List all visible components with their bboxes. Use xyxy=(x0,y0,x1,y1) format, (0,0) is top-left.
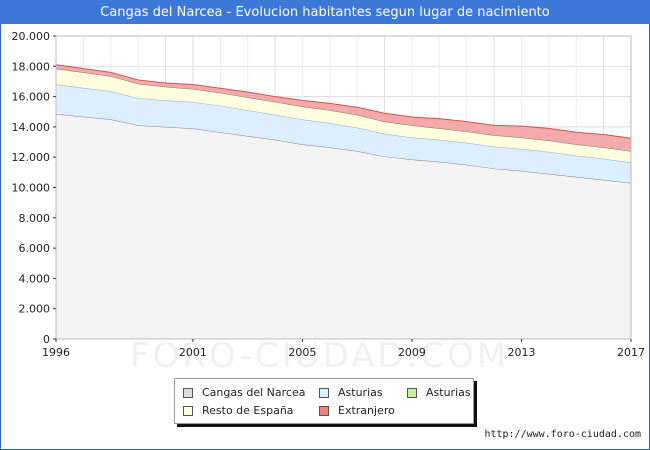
y-tick-label: 12.000 xyxy=(12,151,51,164)
y-tick-label: 20.000 xyxy=(12,30,51,43)
legend-label: Cangas del Narcea xyxy=(202,386,306,399)
x-tick-label: 2013 xyxy=(507,346,535,359)
series-line-4 xyxy=(55,64,632,139)
x-tick-label: 2005 xyxy=(288,346,316,359)
watermark: FORO-CIUDAD.COM xyxy=(130,336,510,376)
legend: Cangas del Narcea Asturias Asturias Rest… xyxy=(174,378,474,424)
y-tick-label: 16.000 xyxy=(12,91,51,104)
legend-label: Resto de España xyxy=(202,404,294,417)
y-tick-label: 10.000 xyxy=(12,182,51,195)
y-tick-label: 18.000 xyxy=(12,60,51,73)
legend-swatch xyxy=(319,405,329,416)
legend-label: Asturias xyxy=(338,386,383,399)
y-tick-label: 8.000 xyxy=(19,212,51,225)
series-area-1 xyxy=(56,84,631,183)
y-tick-label: 2.000 xyxy=(19,303,51,316)
legend-swatch xyxy=(183,405,193,416)
legend-swatch xyxy=(319,387,329,398)
legend-label: Asturias xyxy=(426,386,471,399)
legend-item-resto: Resto de España xyxy=(183,404,294,417)
x-tick-label: 1996 xyxy=(42,346,70,359)
legend-swatch xyxy=(407,387,417,398)
x-tick-label: 2009 xyxy=(398,346,426,359)
x-tick-label: 2017 xyxy=(617,346,645,359)
legend-item-cangas: Cangas del Narcea xyxy=(183,386,305,399)
legend-item-extranjero: Extranjero xyxy=(319,404,395,417)
chart-title: Cangas del Narcea - Evolucion habitantes… xyxy=(0,0,650,24)
y-tick-label: 4.000 xyxy=(19,272,51,285)
y-tick-label: 14.000 xyxy=(12,121,51,134)
x-tick-label: 2001 xyxy=(179,346,207,359)
series-area-0 xyxy=(56,114,631,340)
y-tick-label: 0 xyxy=(43,333,50,346)
legend-item-asturias: Asturias xyxy=(319,386,383,399)
y-tick-label: 6.000 xyxy=(19,242,51,255)
legend-item-asturias-2: Asturias xyxy=(407,386,471,399)
legend-label: Extranjero xyxy=(338,404,395,417)
series-area-4 xyxy=(56,64,631,152)
legend-swatch xyxy=(183,387,193,398)
series-area-3 xyxy=(56,68,631,163)
source-credit: http://www.foro-ciudad.com xyxy=(484,429,641,440)
